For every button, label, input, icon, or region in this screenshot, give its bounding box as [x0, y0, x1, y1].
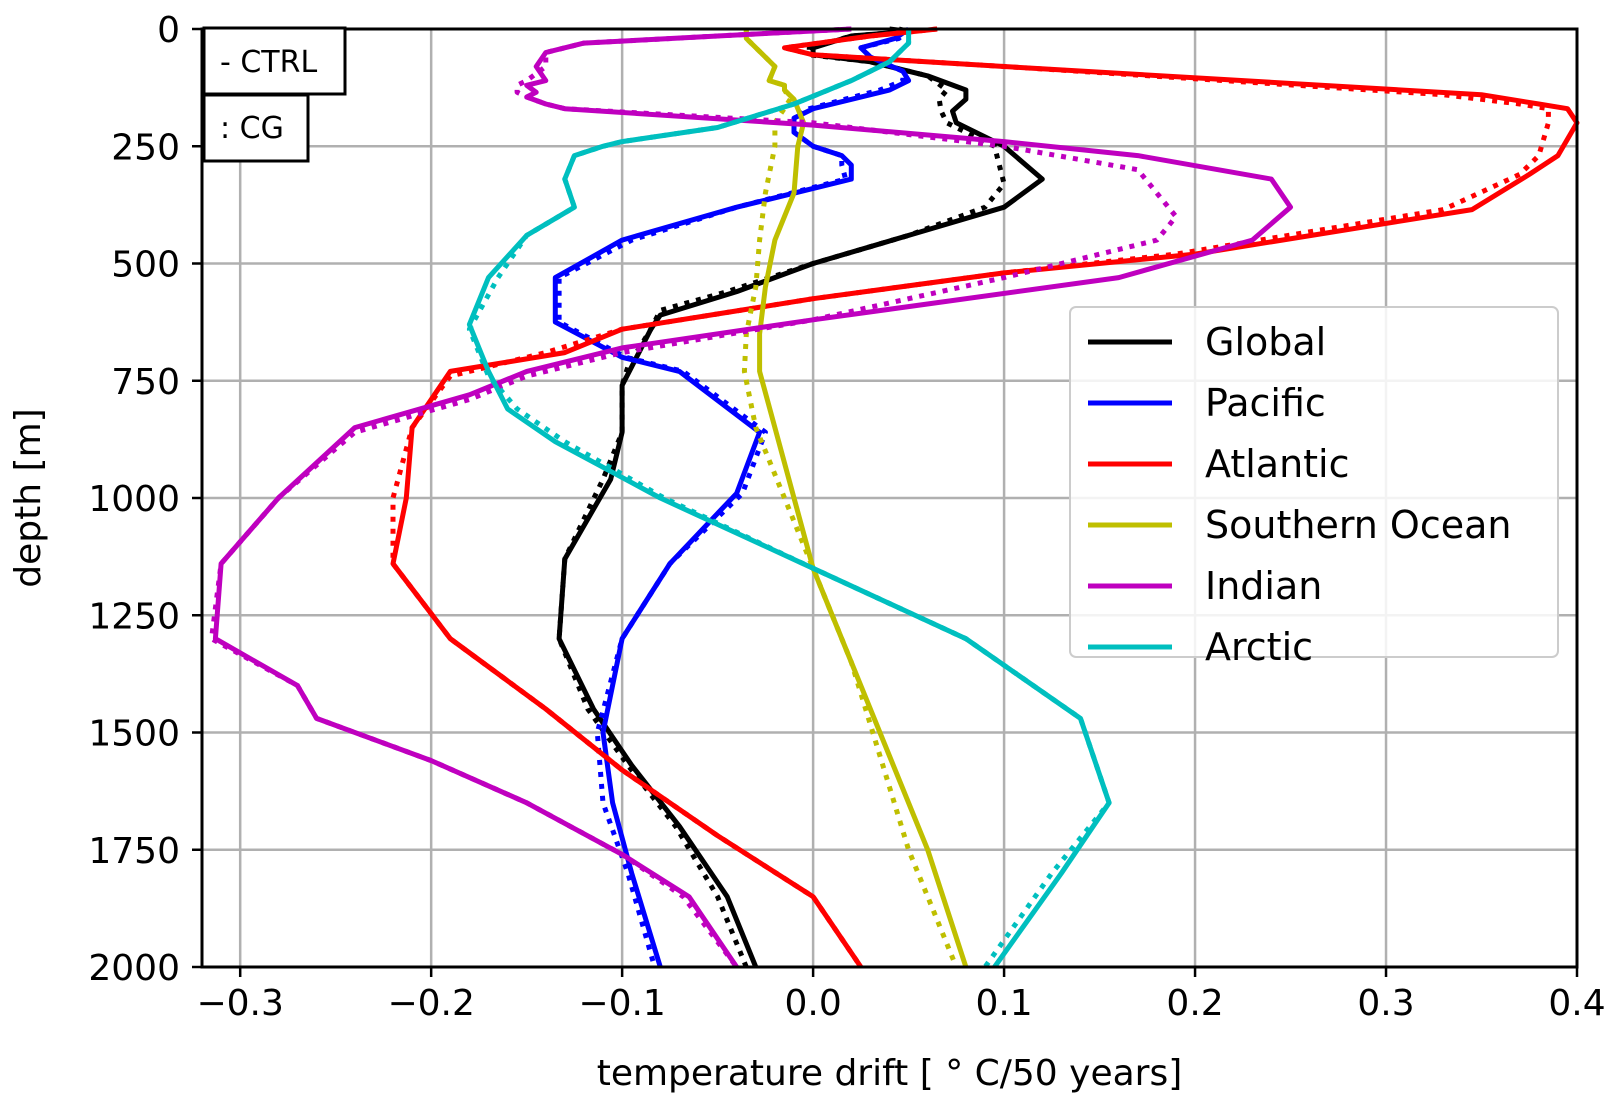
- legend-label: Arctic: [1205, 625, 1313, 669]
- y-tick-label: 2000: [88, 948, 180, 989]
- y-tick-label: 1500: [88, 714, 180, 755]
- style-box-cg-frame: [202, 93, 310, 163]
- series-line-indian-ctrl: [212, 26, 1293, 969]
- x-tick-label: −0.3: [196, 983, 283, 1024]
- x-axis-ticks: −0.3 −0.2 −0.1 0.0 0.1 0.2 0.3 0.4: [196, 967, 1606, 1024]
- style-box-ctrl: - CTRL: [202, 26, 347, 96]
- style-box-ctrl-label: - CTRL: [220, 45, 317, 80]
- x-tick-label: 0.2: [1166, 983, 1223, 1024]
- x-axis-label: temperature drift [ ° C/50 years]: [597, 1053, 1183, 1094]
- series-line-global-ctrl: [556, 26, 1045, 968]
- legend-label: Atlantic: [1205, 442, 1350, 486]
- legend-items: Global Pacific Atlantic Southern Ocean India…: [1088, 320, 1512, 669]
- x-tick-label: 0.3: [1357, 983, 1414, 1024]
- x-tick-label: 0.1: [975, 983, 1032, 1024]
- legend-label: Pacific: [1205, 381, 1326, 425]
- legend-label: Southern Ocean: [1205, 503, 1512, 547]
- legend-label: Indian: [1205, 564, 1322, 608]
- y-tick-label: 750: [111, 362, 180, 403]
- y-tick-label: 500: [111, 245, 180, 286]
- series-line-atlantic-ctrl: [390, 26, 1580, 969]
- series-line-southern-ocean-cg: [741, 29, 959, 968]
- y-axis-label: depth [m]: [8, 408, 49, 587]
- style-box-cg: : CG: [202, 93, 310, 163]
- y-tick-label: 1250: [88, 596, 180, 637]
- style-box-ctrl-frame: [202, 26, 347, 96]
- x-tick-label: −0.1: [578, 983, 665, 1024]
- legend-frame: [1069, 306, 1559, 658]
- series-layer: [209, 26, 1580, 969]
- legend: Global Pacific Atlantic Southern Ocean India…: [1069, 306, 1559, 669]
- series-line-southern-ocean-ctrl: [743, 29, 969, 968]
- x-tick-label: 0.4: [1548, 983, 1605, 1024]
- style-box-cg-label: : CG: [220, 111, 284, 146]
- x-tick-label: 0.0: [784, 983, 841, 1024]
- y-tick-label: 1750: [88, 831, 180, 872]
- y-tick-label: 250: [111, 127, 180, 168]
- y-tick-label: 1000: [88, 479, 180, 520]
- y-axis-ticks: 0 250 500 750 1000 1250 1500 1750 2000: [88, 10, 202, 989]
- y-tick-label: 0: [157, 10, 180, 51]
- x-tick-label: −0.2: [387, 983, 474, 1024]
- series-line-arctic-ctrl: [466, 29, 1112, 969]
- legend-label: Global: [1205, 320, 1326, 364]
